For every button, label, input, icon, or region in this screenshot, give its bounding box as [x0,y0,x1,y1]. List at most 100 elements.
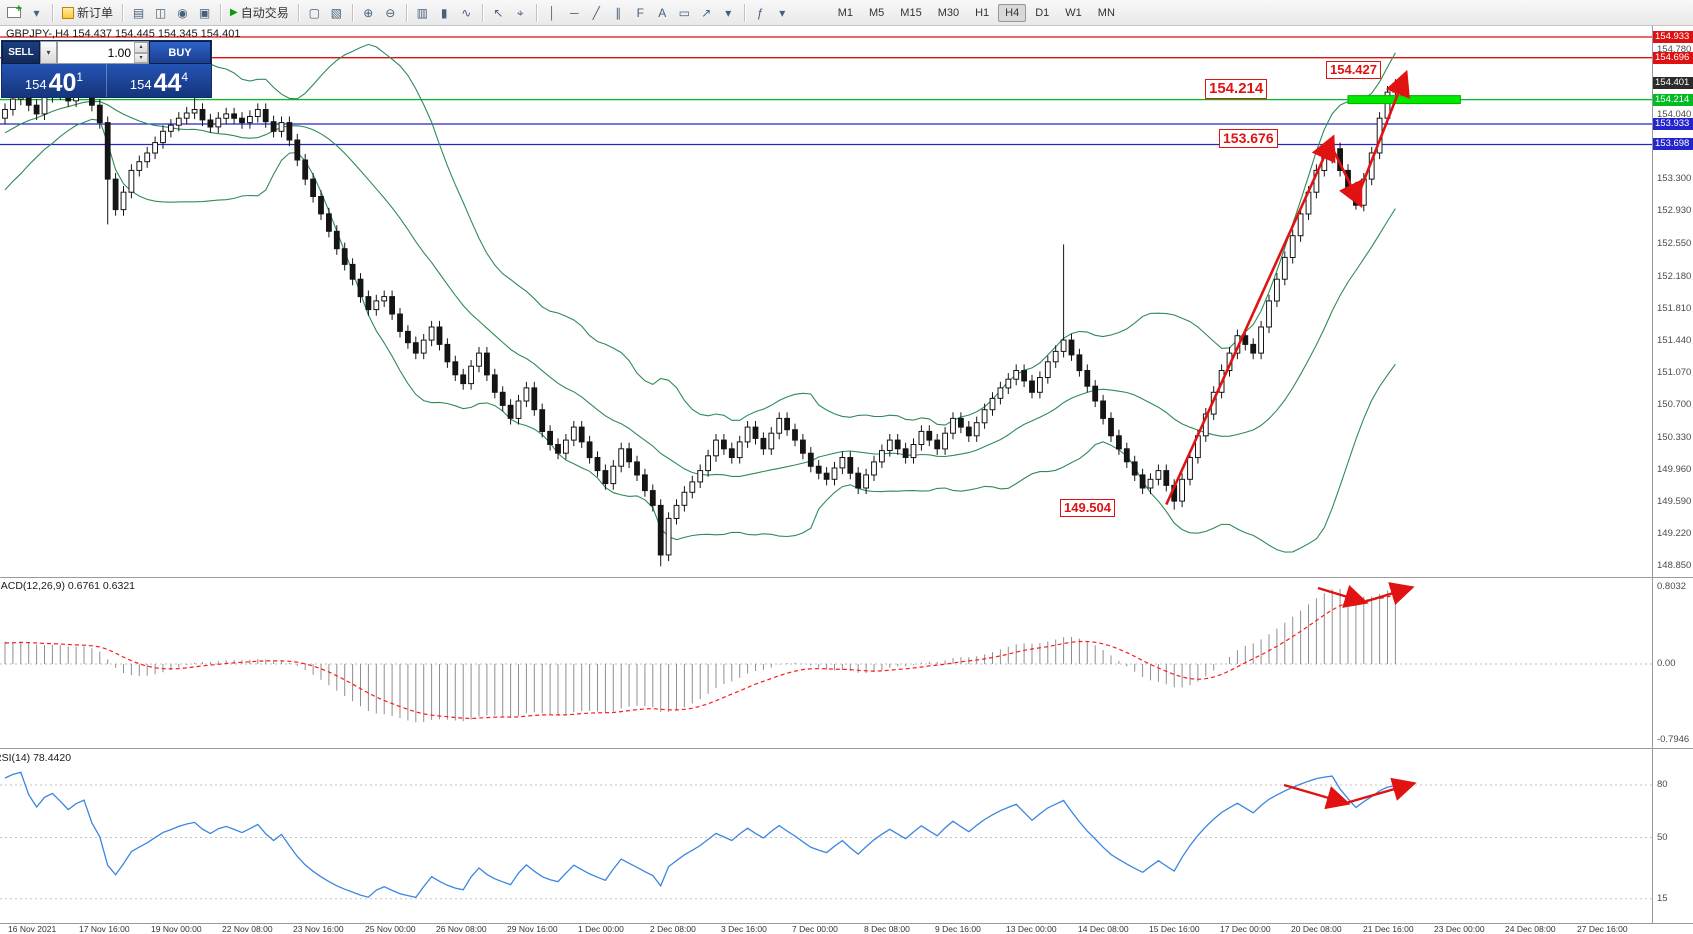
timeframe-M1[interactable]: M1 [831,4,860,22]
zoom-in-button[interactable]: ⊕ [358,2,379,23]
timeframe-M5[interactable]: M5 [862,4,891,22]
lot-size-input[interactable] [58,42,148,63]
sell-button[interactable]: SELL [2,41,40,64]
one-click-trading-panel: SELL ▾ ▴ ▾ BUY 154 40 1 154 44 4 [1,40,212,98]
bar-chart-mode-button[interactable]: ▥ [412,2,433,23]
navigator-button[interactable]: ◉ [172,2,193,23]
price-badge: 154.933 [1653,31,1693,43]
timeframe-M15[interactable]: M15 [893,4,928,22]
date-label: 2 Dec 08:00 [650,924,696,934]
autotrading-icon: ▶ [230,6,238,18]
price-badge: 153.698 [1653,138,1693,150]
price-tick: 151.070 [1657,367,1692,378]
timeframe-toolbar: M1 M5 M15 M30 H1 H4 D1 W1 MN [831,3,1122,22]
price-tick: 152.180 [1657,271,1692,282]
indicator-arrow[interactable] [1345,777,1417,805]
candles [2,77,1399,567]
crosshair-button[interactable]: ⌖ [510,2,531,23]
price-annotation[interactable]: 149.504 [1060,499,1115,517]
indicators-dropdown-button[interactable]: ▾ [772,2,793,23]
new-order-icon [62,6,74,19]
price-annotation[interactable]: 154.427 [1326,61,1381,79]
zoom-out-button[interactable]: ⊖ [380,2,401,23]
date-label: 8 Dec 08:00 [864,924,910,934]
cursor-button[interactable]: ↖ [488,2,509,23]
indicator-arrow[interactable] [1317,584,1369,608]
fibonacci-retracement-icon: F [636,5,644,20]
price-annotation[interactable]: 154.214 [1205,79,1268,99]
date-label: 20 Dec 08:00 [1291,924,1342,934]
horizontal-line-button[interactable]: ─ [564,2,585,23]
price-tick: 153.300 [1657,173,1692,184]
price-badge: 153.933 [1653,118,1693,130]
indicator-arrow[interactable] [1283,783,1351,810]
new-chart-dropdown-button[interactable]: ▾ [26,2,47,23]
lot-decrease-button[interactable]: ▾ [134,52,148,63]
tile-windows-button[interactable]: ▢ [304,2,325,23]
indicator-arrow[interactable] [1363,582,1415,606]
date-label: 13 Dec 00:00 [1006,924,1057,934]
timeframe-D1[interactable]: D1 [1028,4,1056,22]
trendline-button[interactable]: ╱ [586,2,607,23]
candle-chart-mode-button[interactable]: ▮ [434,2,455,23]
market-watch-button[interactable]: ▤ [128,2,149,23]
price-annotation[interactable]: 153.676 [1219,129,1278,148]
objects-dropdown-icon: ▾ [725,5,732,20]
sell-price[interactable]: 154 40 1 [2,64,106,97]
timeframe-W1[interactable]: W1 [1058,4,1089,22]
chart-plus-icon [7,3,22,18]
timeframe-H4[interactable]: H4 [998,3,1027,22]
indicators-button[interactable]: ƒ [750,2,771,23]
date-label: 17 Dec 00:00 [1220,924,1271,934]
cursor-icon: ↖ [493,5,504,20]
cascade-windows-button[interactable]: ▧ [326,2,347,23]
new-chart-button[interactable] [3,2,25,23]
date-label: 24 Dec 08:00 [1505,924,1556,934]
lot-size-box: ▴ ▾ [57,41,149,64]
price-tick: 149.220 [1657,528,1692,539]
trend-arrow[interactable] [1165,134,1336,506]
objects-dropdown-button[interactable]: ▾ [718,2,739,23]
rsi-scale-label: 80 [1657,779,1668,790]
new-order-label: 新订单 [77,6,114,20]
timeframe-M30[interactable]: M30 [931,4,966,22]
equidistant-channel-button[interactable]: ∥ [608,2,629,23]
new-order-button[interactable]: 新订单 [58,2,117,23]
bollinger-middle-band [4,100,1396,477]
buy-price[interactable]: 154 44 4 [106,64,211,97]
fibonacci-retracement-button[interactable]: F [630,2,651,23]
timeframe-H1[interactable]: H1 [968,4,996,22]
price-badge: 154.401 [1653,77,1693,89]
price-tick: 154.780 [1657,44,1692,55]
vertical-line-button[interactable]: │ [542,2,563,23]
terminal-button[interactable]: ▣ [194,2,215,23]
sell-price-sup: 1 [76,70,84,84]
line-chart-mode-icon: ∿ [461,5,472,20]
text-tool-button[interactable]: A [652,2,673,23]
time-axis[interactable]: 16 Nov 2021 17 Nov 16:00 19 Nov 00:00 22 No… [0,924,1652,934]
buy-button[interactable]: BUY [149,41,211,64]
data-window-button[interactable]: ◫ [150,2,171,23]
date-label: 29 Nov 16:00 [507,924,558,934]
autotrading-button[interactable]: ▶ 自动交易 [226,2,293,23]
highlight-rect[interactable] [1347,95,1461,105]
date-label: 7 Dec 00:00 [792,924,838,934]
label-tool-button[interactable]: ▭ [674,2,695,23]
line-chart-mode-button[interactable]: ∿ [456,2,477,23]
trend-arrow[interactable] [1331,147,1363,209]
date-label: 22 Nov 08:00 [222,924,273,934]
toolbar-separator [122,3,124,22]
price-badge: 154.696 [1653,52,1693,64]
timeframe-MN[interactable]: MN [1091,4,1122,22]
price-tick: 150.330 [1657,432,1692,443]
trend-arrow[interactable] [1354,69,1410,202]
date-label: 9 Dec 16:00 [935,924,981,934]
toolbar-separator [743,3,745,22]
sell-options-dropdown[interactable]: ▾ [40,41,57,64]
market-watch-icon: ▤ [132,5,145,20]
equidistant-channel-icon: ∥ [615,5,622,20]
date-label: 27 Dec 16:00 [1577,924,1628,934]
arrows-tool-button[interactable]: ↗ [696,2,717,23]
lot-increase-button[interactable]: ▴ [134,42,148,53]
